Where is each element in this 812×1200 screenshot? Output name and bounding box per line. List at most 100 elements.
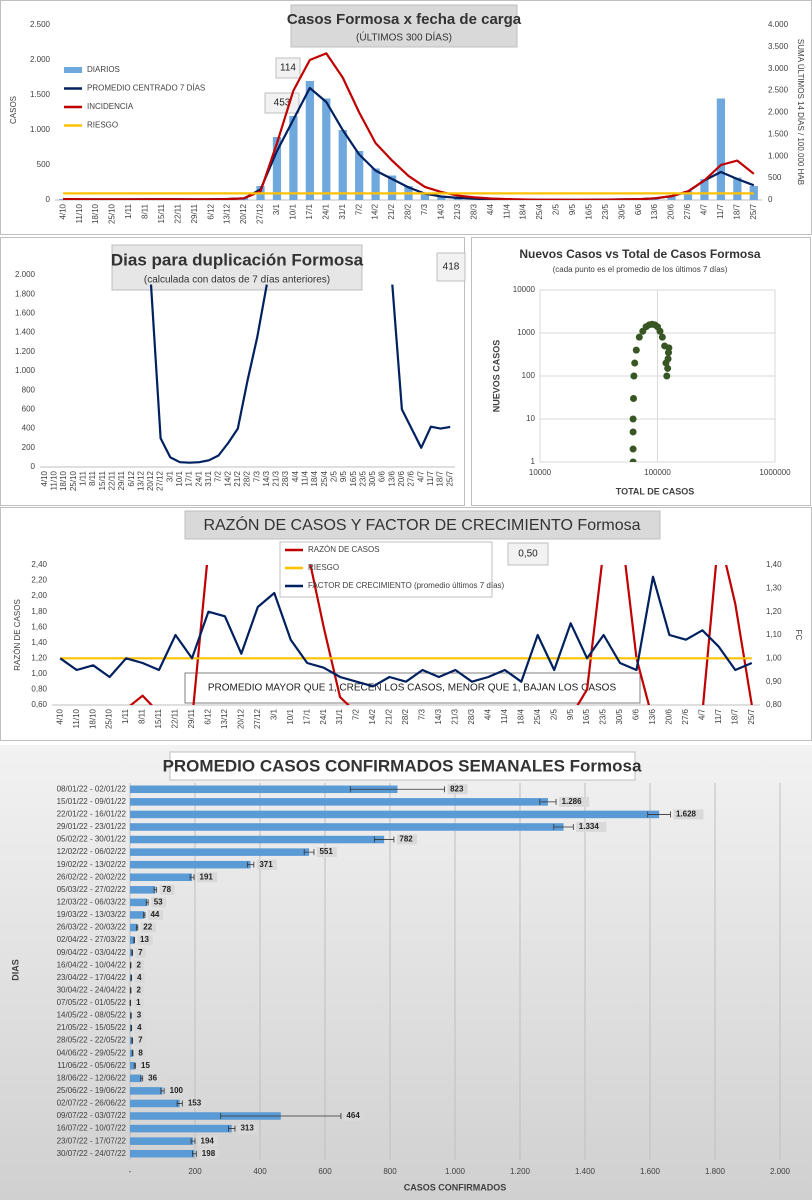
x-tick-label: 20/6 [667,203,676,219]
bar [355,151,364,200]
error-bar [130,974,133,981]
x-tick-label: 10/1 [175,470,184,486]
y-tick-label: 09/07/22 - 03/07/22 [57,1111,127,1120]
x-tick-label: 25/7 [747,708,756,724]
x-tick-label: 15/11 [157,203,166,223]
x-tick-label: 1/11 [121,708,130,724]
y-axis-label: NUEVOS CASOS [491,340,501,413]
value-label: 1 [136,998,141,1007]
series-line [59,575,753,688]
annotation: 114 [280,63,296,74]
x-tick-label: 18/10 [59,470,68,491]
y-tick-label: 16/04/22 - 10/04/22 [57,960,127,969]
x-tick-label: 13/6 [387,470,396,486]
x-tick-label: 8/11 [138,708,147,724]
x-tick-label: 13/6 [648,708,657,724]
x-tick-label: 8/11 [141,203,150,219]
bar [700,179,709,200]
x-tick-label: 1/11 [79,470,88,486]
legend-label: PROMEDIO CENTRADO 7 DÍAS [87,84,205,93]
x-tick-label: 18/4 [519,203,528,219]
y-tick-label: 1,00 [31,669,47,678]
x-tick-label: 1.200 [510,1167,531,1176]
y-tick-label: 28/05/22 - 22/05/22 [57,1036,127,1045]
point [630,372,638,380]
x-tick-label: 4/7 [416,470,425,482]
x-tick-label: 28/2 [401,708,410,724]
series-line [149,284,451,464]
y2-tick-label: 500 [768,173,782,182]
x-tick-label: 200 [188,1167,202,1176]
x-tick-label: 18/4 [516,708,525,724]
title-box [111,244,363,291]
x-tick-label: 11/10 [50,470,59,490]
x-tick-label: 28/2 [243,470,252,486]
point [664,364,672,372]
x-tick-label: 13/12 [223,203,232,224]
value-label: 198 [202,1149,216,1158]
error-bar [220,1113,342,1120]
bar [305,81,314,200]
x-tick-label: 25/4 [533,708,542,724]
error-bar [129,999,132,1006]
bar [387,175,397,200]
x-tick-label: 18/7 [730,708,739,724]
y-tick-label: 30/07/22 - 24/07/22 [57,1149,127,1158]
error-bar [647,811,671,818]
y-tick-label: 09/04/22 - 03/04/22 [57,948,127,957]
y-tick-label: 02/04/22 - 27/03/22 [57,935,127,944]
value-label: 36 [148,1073,157,1082]
error-bar [131,1050,134,1057]
value-label: 191 [200,872,214,881]
x-tick-label: 16/5 [582,708,591,724]
y-tick-label: 14/05/22 - 08/05/22 [57,1011,127,1020]
value-label: 7 [138,948,143,957]
bar [130,1036,133,1045]
y-tick-label: 0,80 [31,685,47,694]
y-tick-label: 16/07/22 - 10/07/22 [57,1124,127,1133]
legend-label: RIESGO [87,121,118,130]
x-tick-label: 29/11 [190,203,199,223]
error-bar [143,911,146,918]
y-tick-label: 1.600 [15,309,36,318]
y2-tick-label: 3.500 [768,42,789,51]
value-label: 1.334 [579,822,600,831]
y-axis-label: CASOS [9,96,18,124]
x-tick-label: 30/5 [615,708,624,724]
value-label-box [135,1035,146,1046]
x-tick-label: 11/4 [301,470,310,486]
value-label: 464 [346,1111,360,1120]
value-label: 551 [319,847,333,856]
bar [130,1112,281,1120]
y-tick-label: 11/06/22 - 05/06/22 [57,1061,126,1070]
y-tick-label: 18/06/22 - 12/06/22 [57,1073,127,1082]
x-tick-label: 2/5 [552,203,561,215]
y-tick-label: 02/07/22 - 26/06/22 [57,1099,127,1108]
y-tick-label: 1.400 [15,328,36,337]
point [656,327,664,335]
bar [130,835,385,844]
x-tick-label: 20/12 [146,470,155,491]
x-tick-label: 21/3 [272,470,281,486]
value-label-box [673,809,704,820]
bar [130,1099,180,1108]
y-tick-label: 2,40 [31,560,47,569]
error-bar [130,1012,132,1019]
chart-title: RAZÓN DE CASOS Y FACTOR DE CRECIMIENTO F… [203,515,640,534]
x-tick-label: 21/3 [451,708,460,724]
x-tick-label: 10/1 [286,708,295,724]
x-tick-label: 11/4 [500,708,509,724]
chart-title: Casos Formosa x fecha de carga [287,11,522,28]
bar [130,873,193,882]
y-tick-label: 1,60 [31,622,47,631]
x-tick-label: 27/12 [256,203,265,224]
value-label-box [343,1111,364,1122]
y-tick-label: 2.500 [30,20,51,29]
point [630,394,638,402]
x-tick-label: 600 [318,1167,332,1176]
bar [733,177,742,200]
value-label: 823 [450,784,464,793]
x-tick-label: 14/2 [223,470,232,486]
x-tick-label: 11/10 [72,708,81,728]
error-bar [190,1138,196,1145]
